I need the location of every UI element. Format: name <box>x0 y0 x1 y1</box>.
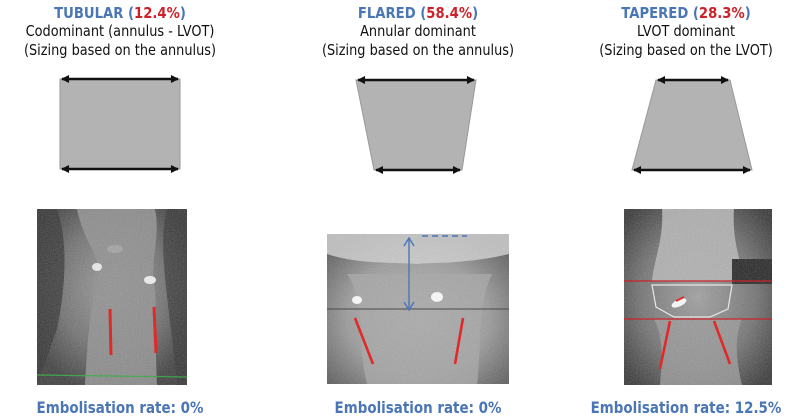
column-title: FLARED (58.4%) <box>357 4 479 22</box>
embolisation-rate-tapered: Embolisation rate: 12.5% <box>590 398 782 417</box>
lvot-measure-line-right <box>712 320 732 365</box>
morphology-percentage: 58.4% <box>426 4 473 22</box>
annulus-measure-line-left <box>108 308 113 356</box>
embolisation-rate-flared: Embolisation rate: 0% <box>334 398 502 417</box>
tubular-shape-diagram <box>59 75 753 174</box>
ct-image-tubular <box>37 209 187 385</box>
morphology-percentage: 28.3% <box>698 4 745 22</box>
lvot-measure-line-left <box>658 320 672 370</box>
annulus-measure-line-left <box>353 317 375 365</box>
morphology-description: LVOT dominant <box>636 22 736 40</box>
morphology-name: TAPERED <box>621 4 689 22</box>
column-tapered: TAPERED (28.3%) LVOT dominant (Sizing ba… <box>572 0 800 60</box>
embolisation-rate-tubular: Embolisation rate: 0% <box>36 398 204 417</box>
annulus-measure-line-right <box>152 306 158 354</box>
flared-shape <box>355 76 477 174</box>
sizing-note: (Sizing based on the annulus) <box>321 41 515 59</box>
column-flared: FLARED (58.4%) Annular dominant (Sizing … <box>298 0 538 60</box>
ct-image-tapered <box>624 209 772 385</box>
tubular-shape <box>59 75 181 173</box>
tapered-shape <box>631 76 753 174</box>
morphology-name: TUBULAR <box>54 4 124 22</box>
sizing-note: (Sizing based on the annulus) <box>23 41 217 59</box>
morphology-description: Codominant (annulus - LVOT) <box>25 22 215 40</box>
column-title: TUBULAR (12.4%) <box>54 4 186 22</box>
ct-image-flared <box>327 234 509 384</box>
morphology-percentage: 12.4% <box>134 4 180 22</box>
column-tubular: TUBULAR (12.4%) Codominant (annulus - LV… <box>0 0 240 60</box>
sizing-note: (Sizing based on the LVOT) <box>599 41 773 59</box>
column-title: TAPERED (28.3%) <box>621 4 751 22</box>
morphology-name: FLARED <box>357 4 416 22</box>
annulus-measure-line-right <box>453 317 465 365</box>
morphology-description: Annular dominant <box>360 22 476 40</box>
